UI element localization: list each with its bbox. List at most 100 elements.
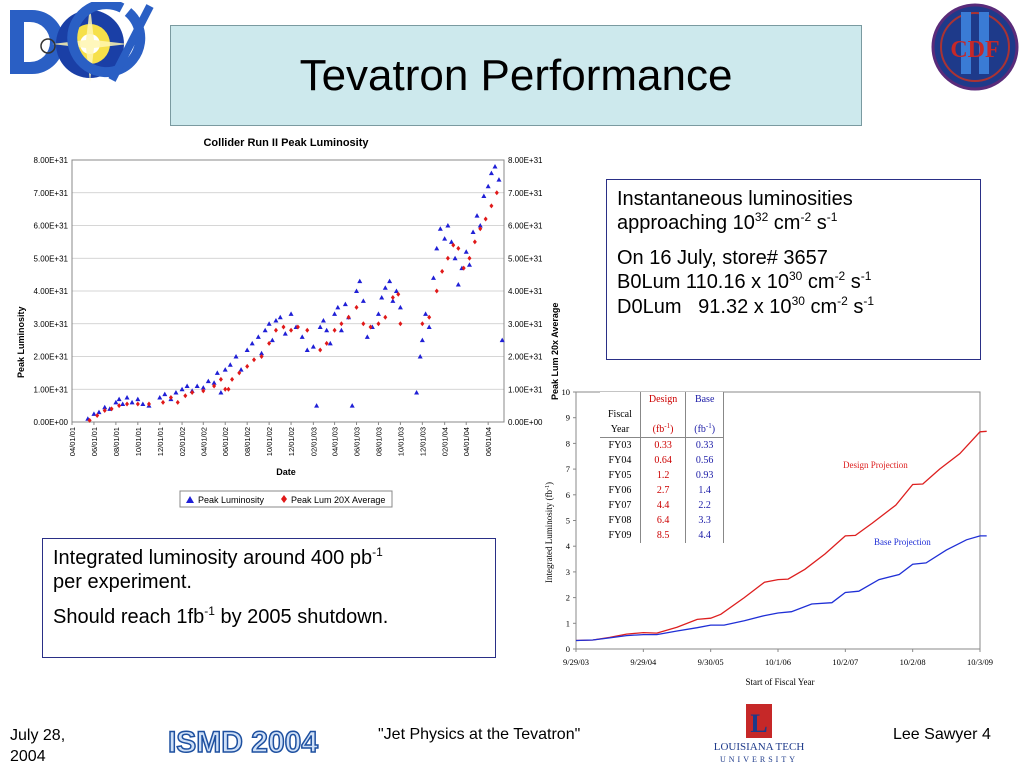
x-tick-label: 08/01/02 [243, 427, 252, 456]
peak-point [200, 385, 206, 390]
average-point [289, 327, 294, 333]
x-tick-label: 10/01/03 [396, 427, 405, 456]
y-tick-label: 6.00E+31 [34, 222, 69, 231]
b0lum-unit: cm [802, 271, 835, 294]
int-line-2: per experiment. [53, 571, 192, 594]
x-tick-label: 10/3/09 [967, 657, 993, 667]
legend-diamond-icon [281, 495, 287, 503]
average-point [226, 386, 231, 392]
x-tick-label: 04/01/01 [68, 427, 77, 456]
peak-point [288, 311, 294, 316]
luminosity-projection-table: Design Base Fiscal Year (fb-1) (fb-1) FY… [600, 392, 725, 543]
peak-point [342, 301, 348, 307]
average-point [102, 408, 107, 414]
b0lum-line: B0Lum 110.16 x 10 [617, 271, 789, 294]
table-cell-year: FY06 [600, 483, 641, 498]
average-point [445, 255, 450, 261]
peak-chart-ylabel: Peak Luminosity [16, 306, 26, 378]
table-cell-base: 0.33 [685, 437, 725, 453]
average-point [396, 291, 401, 297]
average-point [183, 393, 188, 399]
integrated-luminosity-box: Integrated luminosity around 400 pb-1 pe… [42, 538, 496, 658]
peak-luminosity-series [85, 164, 505, 421]
peak-point [488, 170, 494, 176]
table-row: FY08 6.4 3.3 [600, 513, 725, 528]
base-projection-line [575, 535, 987, 642]
average-point [190, 390, 195, 396]
table-header-cell [600, 392, 641, 407]
peak-point [214, 370, 220, 375]
x-tick-label: 08/01/01 [112, 427, 121, 456]
y-tick-label: 10 [562, 387, 571, 397]
x-tick-label: 10/2/07 [832, 657, 858, 667]
inst-exp: 32 [754, 210, 769, 225]
peak-point [466, 262, 472, 267]
b0lum-exp: 30 [788, 269, 803, 284]
table-cell-base: 0.56 [685, 453, 725, 468]
peak-point [124, 394, 130, 400]
peak-chart-xlabel: Date [276, 467, 296, 477]
average-point [175, 399, 180, 405]
peak-luminosity-chart: Collider Run II Peak Luminosity 0.00E+00… [16, 137, 560, 508]
peak-point [387, 278, 393, 284]
average-point [201, 388, 206, 394]
d0lum-exp: -1 [863, 293, 875, 308]
average-point [368, 324, 373, 330]
table-cell-design: 6.4 [640, 513, 687, 528]
y2-tick-label: 8.00E+31 [508, 156, 543, 165]
y-tick-label: 7 [566, 464, 570, 474]
peak-point [354, 288, 360, 293]
peak-point [349, 403, 355, 408]
peak-point [262, 327, 268, 333]
y-tick-label: 3 [566, 567, 570, 577]
average-point [383, 314, 388, 320]
b0lum-unit: s [845, 271, 861, 294]
average-point [390, 295, 395, 301]
peak-point [338, 327, 344, 333]
table-cell-year: FY05 [600, 468, 641, 483]
table-header-unit: (fb-1) [640, 422, 687, 438]
table-cell-design: 0.64 [640, 453, 687, 468]
average-point [467, 255, 472, 261]
x-tick-label: 10/2/08 [900, 657, 926, 667]
y2-tick-label: 5.00E+31 [508, 254, 543, 263]
peak-point [463, 249, 469, 254]
ylabel-text: Integrated Luminosity (fb [544, 490, 554, 583]
int-line-3-end: by 2005 shutdown. [214, 605, 389, 628]
peak-chart-y2-ticks: 0.00E+00 1.00E+31 2.00E+31 3.00E+31 4.00E+31… [508, 156, 543, 427]
peak-chart-title: Collider Run II Peak Luminosity [203, 137, 369, 149]
inst-unit: s [811, 212, 827, 235]
peak-point [335, 304, 341, 310]
average-point [461, 265, 466, 271]
peak-point [397, 304, 403, 310]
table-row: FY06 2.7 1.4 [600, 483, 725, 498]
y-tick-label: 5.00E+31 [34, 254, 69, 263]
average-point [483, 216, 488, 222]
design-projection-line [575, 430, 987, 642]
d0lum-unit: s [847, 295, 864, 318]
peak-point [448, 239, 454, 244]
footer-date-line: 2004 [10, 747, 46, 765]
average-point [117, 403, 122, 409]
x-tick-label: 04/01/02 [199, 427, 208, 456]
y-tick-label: 8 [566, 438, 570, 448]
peak-point [320, 317, 326, 323]
legend-peak-label: Peak Luminosity [198, 495, 265, 505]
average-point [398, 321, 403, 327]
average-point [109, 406, 114, 412]
average-point [346, 314, 351, 320]
legend-triangle-icon [186, 496, 194, 503]
table-cell-design: 1.2 [640, 468, 687, 483]
int-line-1: Integrated luminosity around 400 pb [53, 547, 373, 569]
peak-point [116, 396, 122, 402]
y-tick-label: 5 [566, 516, 570, 526]
table-cell-base: 1.4 [685, 483, 725, 498]
table-header-design: Design [640, 392, 687, 407]
table-row: FY05 1.2 0.93 [600, 468, 725, 483]
average-point [318, 347, 323, 353]
average-point [267, 340, 272, 346]
average-point [361, 321, 366, 327]
peak-point [91, 411, 97, 416]
peak-chart-legend: Peak Luminosity Peak Lum 20X Average [179, 490, 393, 508]
y2-tick-label: 4.00E+31 [508, 287, 543, 296]
